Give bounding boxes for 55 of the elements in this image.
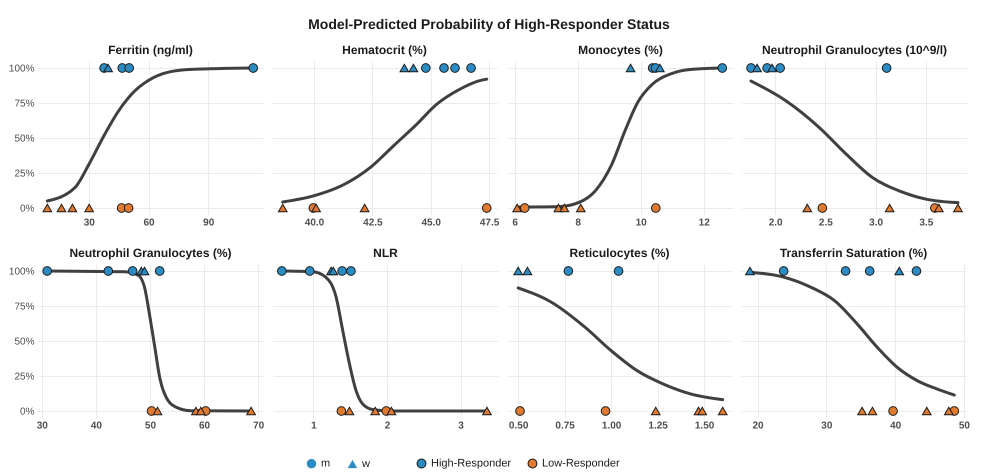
text: Model-Predicted Probability of High-Responder Status bbox=[308, 16, 670, 32]
x-tick-label: 3.0 bbox=[869, 218, 884, 228]
x-tick-label: 1 bbox=[311, 420, 318, 432]
chart-title: Monocytes (%) bbox=[578, 43, 663, 57]
x-tick-label: 2 bbox=[384, 420, 391, 432]
x-tick-label: 0.75 bbox=[555, 420, 576, 432]
x-tick-label: 3 bbox=[458, 420, 464, 432]
x-tick-label: 1.25 bbox=[648, 420, 668, 432]
x-tick-label: 20 bbox=[752, 420, 764, 432]
x-tick-label: 10 bbox=[636, 218, 648, 228]
chart-title: Neutrophil Granulocytes (%) bbox=[69, 246, 232, 260]
y-tick-label: 50% bbox=[14, 134, 35, 144]
chart-title: Transferrin Saturation (%) bbox=[780, 246, 928, 260]
x-tick-label: 2.0 bbox=[768, 218, 784, 228]
x-tick-label: 60 bbox=[143, 218, 156, 228]
chart-title: Hematocrit (%) bbox=[342, 43, 427, 57]
x-tick-label: 40 bbox=[90, 420, 102, 432]
x-tick-label: 0.50 bbox=[508, 420, 529, 432]
x-tick-label: 90 bbox=[203, 218, 215, 228]
x-tick-label: 70 bbox=[253, 420, 265, 432]
y-tick-label: 25% bbox=[14, 372, 35, 382]
y-tick-label: 100% bbox=[8, 266, 35, 278]
x-tick-label: 30 bbox=[84, 218, 96, 228]
x-tick-label: 60 bbox=[198, 420, 211, 432]
y-tick-label: 0% bbox=[20, 204, 35, 214]
x-tick-label: 47.5 bbox=[480, 218, 500, 228]
x-tick-label: 1.00 bbox=[602, 420, 622, 432]
x-tick-label: 30 bbox=[36, 420, 48, 432]
x-tick-label: 42.5 bbox=[363, 218, 384, 228]
x-tick-label: 8 bbox=[575, 218, 582, 228]
x-tick-label: 40.0 bbox=[304, 218, 325, 228]
y-tick-label: 100% bbox=[8, 64, 35, 74]
chart-title: Reticulocytes (%) bbox=[569, 246, 670, 260]
x-tick-label: 45.0 bbox=[421, 218, 442, 228]
legend-label: Low-Responder bbox=[542, 458, 620, 470]
x-tick-label: 50 bbox=[144, 420, 156, 432]
y-tick-label: 0% bbox=[20, 406, 35, 418]
chart-title: Neutrophil Granulocytes (10^9/l) bbox=[762, 43, 948, 57]
y-tick-label: 75% bbox=[14, 302, 35, 312]
chart-title: Ferritin (ng/ml) bbox=[108, 43, 193, 57]
legend-label: High-Responder bbox=[431, 458, 512, 470]
x-tick-label: 12 bbox=[698, 218, 710, 228]
y-tick-label: 25% bbox=[14, 168, 35, 180]
x-tick-label: 1.50 bbox=[694, 420, 715, 432]
y-tick-label: 75% bbox=[14, 98, 35, 110]
x-tick-label: 30 bbox=[821, 420, 833, 432]
x-tick-label: 3.5 bbox=[919, 218, 934, 228]
x-tick-label: 6 bbox=[512, 218, 518, 228]
x-tick-label: 2.5 bbox=[818, 218, 834, 228]
chart-title: NLR bbox=[373, 246, 398, 260]
text: w bbox=[361, 458, 370, 470]
x-tick-label: 50 bbox=[958, 420, 970, 432]
text: m bbox=[321, 458, 330, 470]
x-tick-label: 40 bbox=[890, 420, 902, 432]
y-tick-label: 50% bbox=[14, 336, 35, 348]
